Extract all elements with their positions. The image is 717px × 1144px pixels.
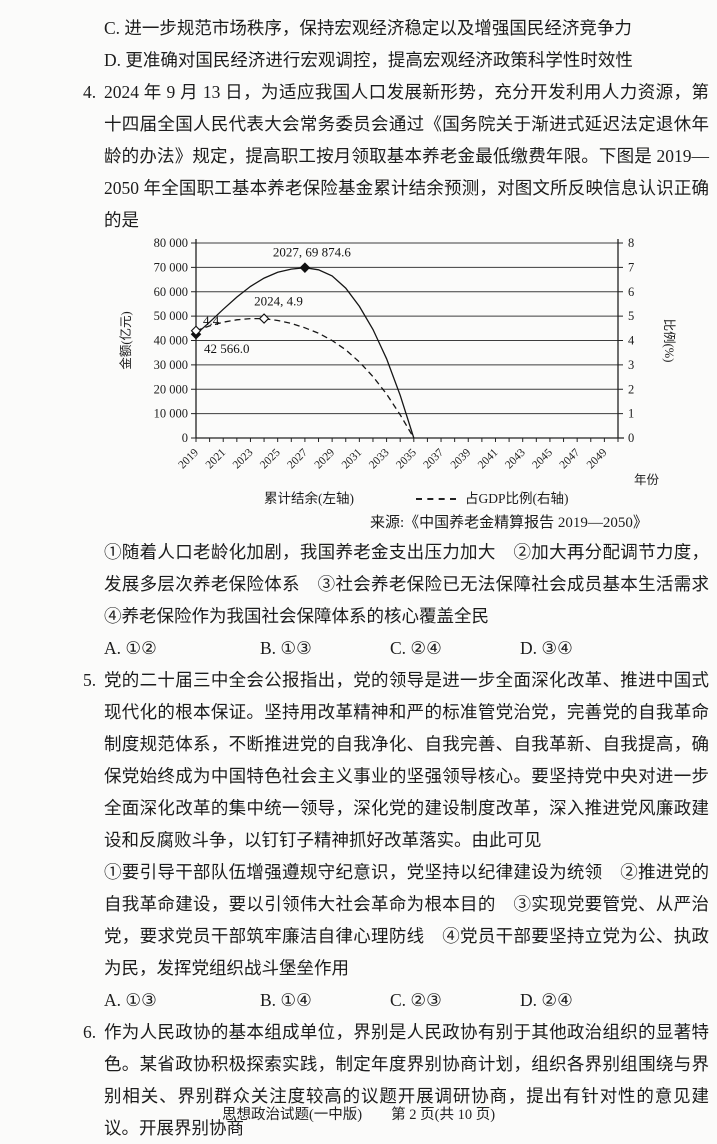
left-axis-tick-label: 50 000	[154, 309, 188, 323]
legend-gdp-ratio-label: 占GDP比例(右轴)	[465, 491, 569, 506]
pension-fund-chart-canvas: 0 10 000 20 000 30 000 40 000 50 000 60 000 70 …	[118, 236, 676, 487]
question-4: 4. 2024 年 9 月 13 日，为适应我国人口发展新形势，充分开发利用人力…	[0, 76, 717, 236]
question-5-stem: 党的二十届三中全会公报指出，党的领导是进一步全面深化改革、推进中国式现代化的根本…	[104, 670, 709, 850]
question-5-statements: ①要引导干部队伍增强遵规守纪意识，党坚持以纪律建设为统领 ②推进党的自我革命建设…	[104, 862, 709, 978]
legend-item-balance: 累计结余(左轴)	[264, 488, 354, 510]
x-axis-tick-label: 2031	[340, 446, 365, 471]
question-4-choices: A. ①② B. ①③ C. ②④ D. ③④	[104, 632, 717, 664]
x-axis-tick-label: 2033	[367, 446, 392, 471]
x-axis-tick-label: 2019	[176, 446, 201, 471]
left-axis-tick-label: 40 000	[154, 334, 188, 348]
question-4-choice-b: B. ①③	[260, 638, 312, 658]
left-axis-tick-label: 0	[182, 431, 188, 445]
question-6: 6. 作为人民政协的基本组成单位，界别是人民政协有别于其他政治组织的显著特色。某…	[0, 1016, 717, 1144]
question-4-number: 4.	[83, 82, 97, 102]
dashed-line-swatch	[416, 498, 456, 500]
data-label: 2024, 4.9	[254, 294, 303, 309]
right-axis-tick-label: 2	[628, 382, 634, 396]
question-5-choice-d: D. ②④	[520, 990, 573, 1010]
right-axis-tick-label: 1	[628, 407, 634, 421]
x-axis-tick-label: 2035	[394, 446, 419, 471]
left-axis-tick-label: 30 000	[154, 358, 188, 372]
legend-balance-label: 累计结余(左轴)	[264, 491, 354, 506]
question-5-choice-a: A. ①③	[104, 990, 157, 1010]
x-axis-tick-label: 2027	[285, 446, 310, 471]
question-4-stem: 2024 年 9 月 13 日，为适应我国人口发展新形势，充分开发利用人力资源，…	[104, 82, 709, 230]
question-4-statements: ①随着人口老龄化加剧，我国养老金支出压力加大 ②加大再分配调节力度，发展多层次养…	[104, 542, 717, 626]
question-6-number: 6.	[83, 1022, 97, 1042]
data-label: 2027, 69 874.6	[273, 245, 352, 260]
x-axis-tick-label: 2043	[503, 446, 528, 471]
question-4-choice-d: D. ③④	[520, 638, 573, 658]
x-axis-tick-label: 2021	[204, 446, 229, 471]
question-5-choices: A. ①③ B. ①④ C. ②③ D. ②④	[104, 984, 717, 1016]
left-axis-tick-label: 60 000	[154, 285, 188, 299]
right-axis-title: 比例(%)	[662, 319, 676, 363]
open-diamond-marker	[190, 325, 202, 337]
legend-item-gdp-ratio: 占GDP比例(右轴)	[416, 488, 569, 510]
question-6-stem: 作为人民政协的基本组成单位，界别是人民政协有别于其他政治组织的显著特色。某省政协…	[104, 1022, 709, 1138]
question-5: 5. 党的二十届三中全会公报指出，党的领导是进一步全面深化改革、推进中国式现代化…	[0, 664, 717, 856]
question-5-choice-c: C. ②③	[390, 990, 442, 1010]
x-axis-tick-label: 2037	[421, 446, 446, 471]
filled-diamond-marker	[299, 262, 311, 273]
x-axis-tick-label: 2049	[585, 446, 610, 471]
left-axis-tick-label: 20 000	[154, 382, 188, 396]
question-5-number: 5.	[83, 670, 97, 690]
x-axis-tick-label: 2047	[558, 446, 583, 471]
left-axis-title: 金额(亿元)	[118, 311, 133, 369]
x-axis-tick-label: 2041	[476, 446, 501, 471]
right-axis-tick-label: 5	[628, 309, 634, 323]
x-axis-tick-label: 2023	[231, 446, 256, 471]
chart-legend: 累计结余(左轴) 占GDP比例(右轴)	[118, 488, 710, 510]
open-diamond-marker	[258, 313, 270, 324]
left-axis-tick-label: 80 000	[154, 236, 188, 250]
pension-fund-chart: 0 10 000 20 000 30 000 40 000 50 000 60 000 70 …	[118, 236, 710, 536]
x-axis-title: 年份	[634, 473, 660, 487]
carryover-option-c: C. 进一步规范市场秩序，保持宏观经济稳定以及增强国民经济竞争力	[104, 18, 632, 38]
left-axis-tick-label: 70 000	[154, 260, 188, 274]
page-footer: 思想政治试题(一中版) 第 2 页(共 10 页)	[221, 1107, 496, 1123]
x-axis-tick-label: 2025	[258, 446, 283, 471]
right-axis-tick-label: 3	[628, 358, 634, 372]
x-axis-tick-label: 2045	[530, 446, 555, 471]
right-axis-tick-label: 8	[628, 236, 634, 250]
left-axis-tick-label: 10 000	[154, 407, 188, 421]
carryover-option-d: D. 更准确对国民经济进行宏观调控，提高宏观经济政策科学性时效性	[104, 50, 633, 70]
question-5-choice-b: B. ①④	[260, 990, 312, 1010]
right-axis-tick-label: 4	[628, 334, 635, 348]
series-gdp-ratio	[195, 317, 415, 439]
question-4-choice-c: C. ②④	[390, 638, 442, 658]
question-4-choice-a: A. ①②	[104, 638, 157, 658]
right-axis-tick-label: 6	[628, 285, 634, 299]
x-axis-tick-label: 2029	[313, 446, 338, 471]
data-label: 4.4	[203, 313, 220, 328]
data-label: 42 566.0	[204, 341, 250, 356]
right-axis-tick-label: 0	[628, 431, 634, 445]
chart-source: 来源:《中国养老金精算报告 2019—2050》	[370, 515, 648, 531]
right-axis-tick-label: 7	[628, 260, 634, 274]
x-axis-tick-label: 2039	[449, 446, 474, 471]
